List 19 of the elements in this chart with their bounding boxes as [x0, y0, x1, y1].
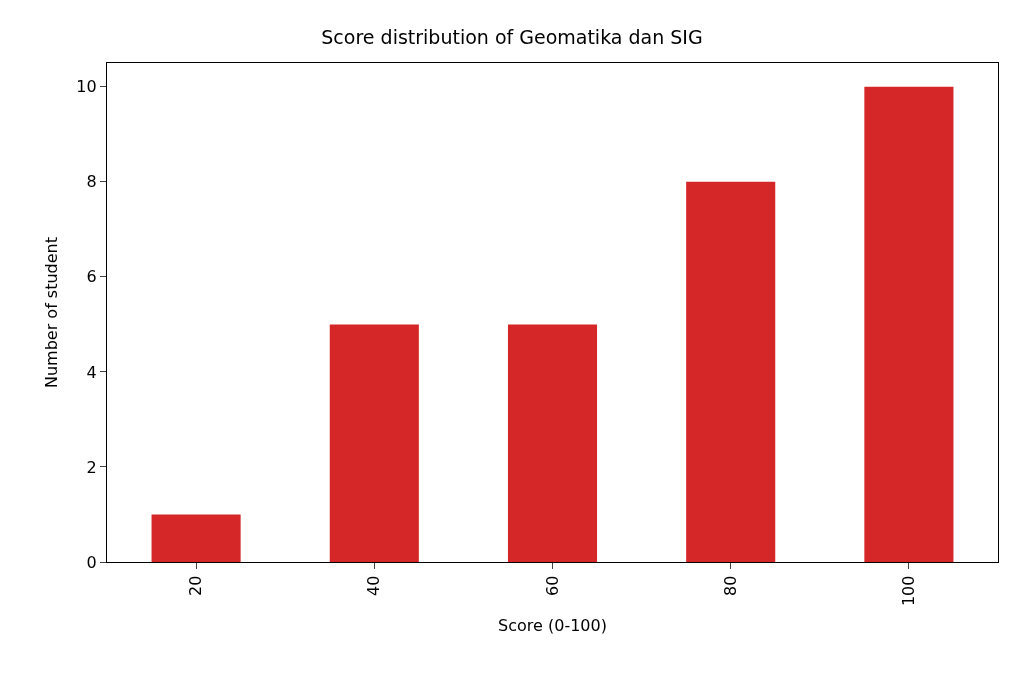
x-tick-label: 40 — [364, 575, 384, 596]
x-tick-label: 60 — [542, 575, 562, 596]
x-tick-label: 80 — [720, 575, 740, 596]
bar — [151, 514, 241, 562]
y-tick-label: 2 — [86, 457, 97, 477]
y-tick-label: 4 — [86, 362, 97, 382]
x-axis-title: Score (0-100) — [498, 615, 607, 635]
y-tick-label: 8 — [86, 172, 97, 192]
y-axis-title: Number of student — [42, 236, 62, 389]
bar — [329, 324, 419, 562]
bar — [686, 181, 776, 562]
y-tick-label: 0 — [86, 552, 97, 572]
chart-title: Score distribution of Geomatika dan SIG — [321, 26, 703, 49]
y-tick-label: 10 — [76, 77, 97, 97]
x-tick-label: 20 — [186, 575, 206, 596]
bar — [864, 86, 954, 562]
y-tick-label: 6 — [86, 267, 97, 287]
bar — [507, 324, 598, 562]
x-tick-label: 100 — [899, 575, 919, 607]
